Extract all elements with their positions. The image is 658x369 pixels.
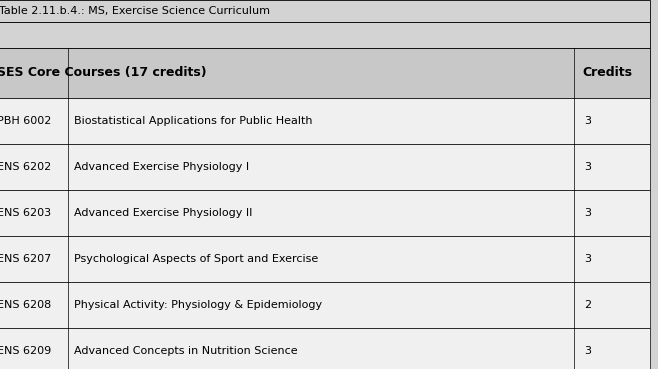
Text: ENS 6207: ENS 6207 — [0, 254, 51, 264]
Text: Psychological Aspects of Sport and Exercise: Psychological Aspects of Sport and Exerc… — [74, 254, 318, 264]
Text: Advanced Exercise Physiology II: Advanced Exercise Physiology II — [74, 208, 253, 218]
Bar — [0, 48, 650, 98]
Text: 3: 3 — [584, 254, 592, 264]
Bar — [0, 190, 650, 236]
Text: 3: 3 — [584, 208, 592, 218]
Bar — [0, 22, 650, 48]
Bar — [0, 144, 650, 190]
Bar — [0, 98, 650, 144]
Text: 3: 3 — [584, 162, 592, 172]
Bar — [0, 0, 650, 22]
Text: PBH 6002: PBH 6002 — [0, 116, 52, 126]
Text: Physical Activity: Physiology & Epidemiology: Physical Activity: Physiology & Epidemio… — [74, 300, 322, 310]
Text: Advanced Exercise Physiology I: Advanced Exercise Physiology I — [74, 162, 249, 172]
Bar — [0, 328, 650, 369]
Text: SES Core Courses (17 credits): SES Core Courses (17 credits) — [0, 66, 207, 79]
Text: Credits: Credits — [582, 66, 632, 79]
Text: ENS 6202: ENS 6202 — [0, 162, 51, 172]
Text: 3: 3 — [584, 346, 592, 356]
Text: Biostatistical Applications for Public Health: Biostatistical Applications for Public H… — [74, 116, 313, 126]
Text: ENS 6209: ENS 6209 — [0, 346, 51, 356]
Text: Advanced Concepts in Nutrition Science: Advanced Concepts in Nutrition Science — [74, 346, 298, 356]
Bar — [0, 282, 650, 328]
Bar — [0, 236, 650, 282]
Text: 2: 2 — [584, 300, 592, 310]
Text: ENS 6203: ENS 6203 — [0, 208, 51, 218]
Text: Table 2.11.b.4.: MS, Exercise Science Curriculum: Table 2.11.b.4.: MS, Exercise Science Cu… — [0, 6, 270, 16]
Text: ENS 6208: ENS 6208 — [0, 300, 51, 310]
Text: 3: 3 — [584, 116, 592, 126]
